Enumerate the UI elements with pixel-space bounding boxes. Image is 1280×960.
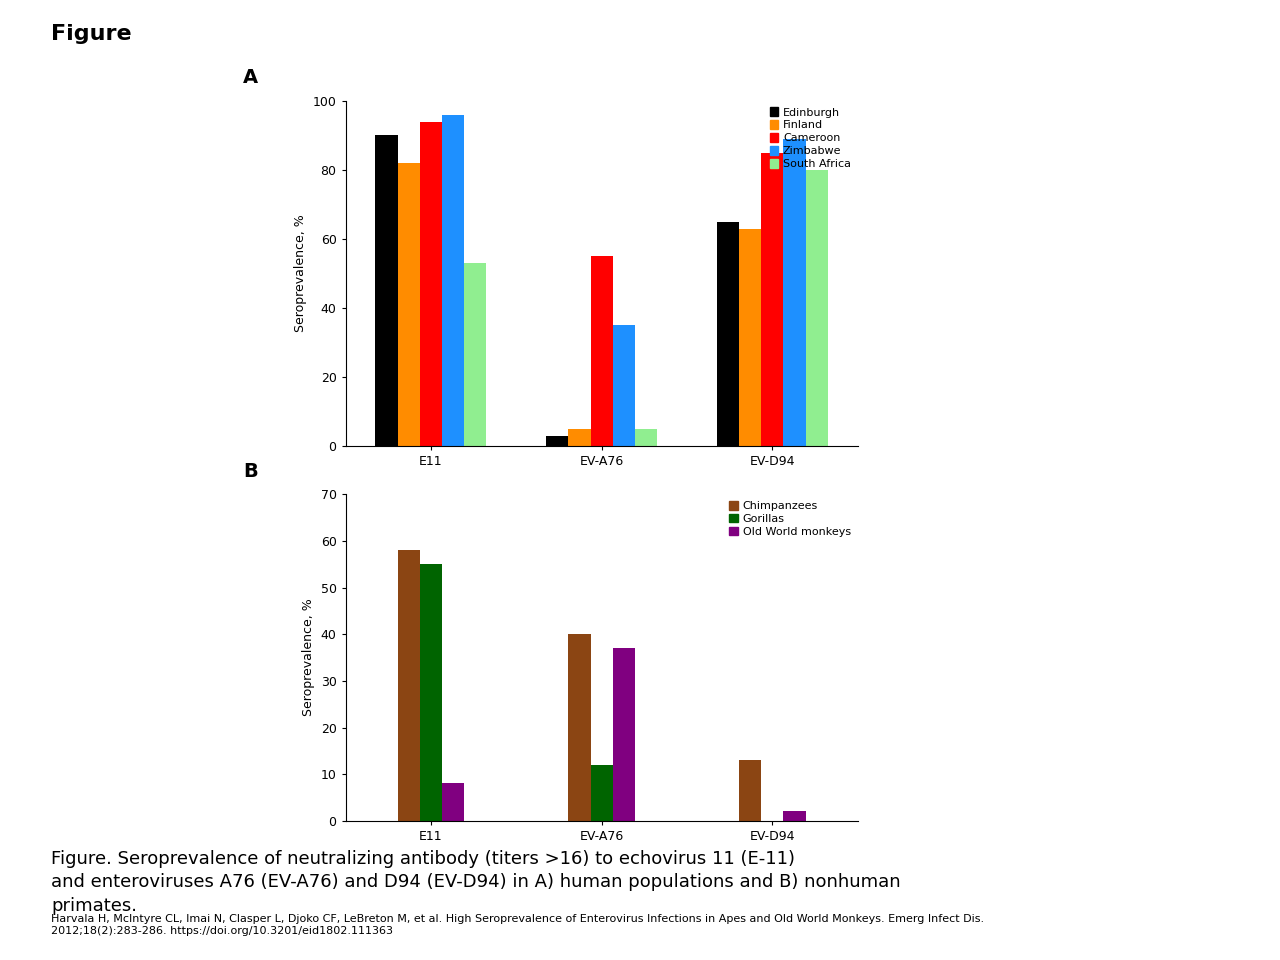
Bar <box>613 648 635 821</box>
Bar <box>465 263 486 446</box>
Legend: Chimpanzees, Gorillas, Old World monkeys: Chimpanzees, Gorillas, Old World monkeys <box>728 500 852 538</box>
Bar <box>805 170 828 446</box>
Bar <box>717 222 739 446</box>
Text: Figure. Seroprevalence of neutralizing antibody (titers >16) to echovirus 11 (E-: Figure. Seroprevalence of neutralizing a… <box>51 850 901 915</box>
Text: A: A <box>243 68 259 87</box>
Y-axis label: Seroprevalence, %: Seroprevalence, % <box>302 599 315 716</box>
Bar <box>613 325 635 446</box>
Bar <box>635 429 657 446</box>
Bar <box>442 114 465 446</box>
Bar <box>783 811 805 821</box>
Bar <box>739 760 762 821</box>
Bar <box>420 564 442 821</box>
Bar <box>547 436 568 446</box>
Bar <box>398 163 420 446</box>
Bar <box>783 139 805 446</box>
Legend: Edinburgh, Finland, Cameroon, Zimbabwe, South Africa: Edinburgh, Finland, Cameroon, Zimbabwe, … <box>768 107 852 170</box>
Bar <box>398 550 420 821</box>
Bar <box>568 635 590 821</box>
Bar <box>568 429 590 446</box>
Text: Harvala H, McIntyre CL, Imai N, Clasper L, Djoko CF, LeBreton M, et al. High Ser: Harvala H, McIntyre CL, Imai N, Clasper … <box>51 914 984 936</box>
Bar <box>762 153 783 446</box>
Bar <box>590 256 613 446</box>
Bar <box>420 122 442 446</box>
Text: Figure: Figure <box>51 24 132 44</box>
Text: B: B <box>243 463 259 481</box>
Y-axis label: Seroprevalence, %: Seroprevalence, % <box>294 215 307 332</box>
Bar <box>739 228 762 446</box>
Bar <box>442 783 465 821</box>
Bar <box>590 765 613 821</box>
Bar <box>375 135 398 446</box>
